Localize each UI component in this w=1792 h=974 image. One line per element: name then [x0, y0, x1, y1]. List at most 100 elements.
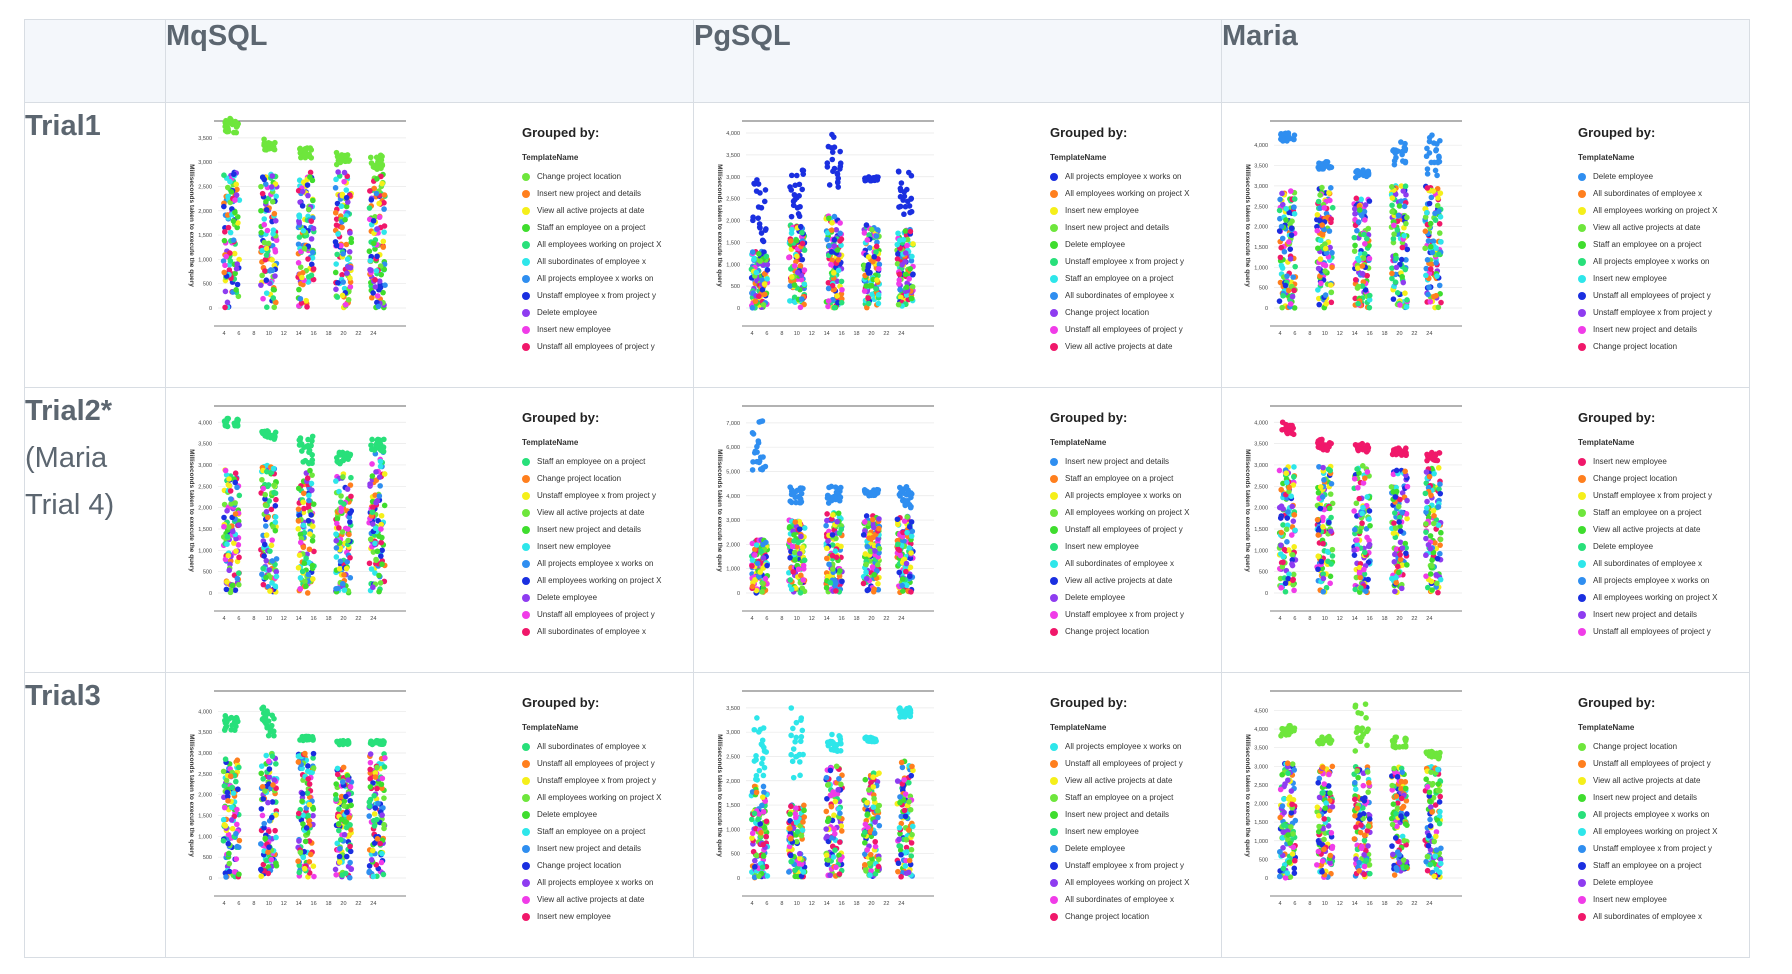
data-point [272, 218, 279, 224]
legend-item: Staff an employee on a project [522, 453, 692, 470]
data-point [870, 524, 877, 531]
y-tick-label: 3,500 [726, 153, 740, 159]
data-point [343, 793, 349, 800]
data-point [832, 548, 839, 554]
data-point [309, 562, 316, 569]
data-point [1402, 468, 1408, 475]
data-point [303, 555, 309, 562]
data-point [261, 239, 268, 246]
data-point [263, 857, 270, 864]
outlier-point [303, 443, 310, 450]
data-point [1318, 280, 1324, 287]
data-point [297, 539, 304, 546]
data-point [221, 237, 228, 244]
data-point [379, 547, 385, 554]
data-point [230, 237, 237, 243]
outlier-point [368, 446, 375, 453]
y-tick-label: 2,500 [198, 484, 212, 490]
data-point [1392, 279, 1399, 285]
data-point [295, 259, 302, 266]
data-point [900, 588, 906, 594]
y-tick-label: 0 [737, 591, 740, 597]
data-point [1434, 580, 1440, 587]
data-point [1314, 223, 1320, 230]
data-point [1284, 515, 1291, 521]
legend-swatch [1050, 223, 1058, 232]
data-point [271, 482, 277, 489]
data-point [1436, 220, 1443, 227]
data-point [1393, 546, 1400, 552]
y-tick-label: 2,000 [1254, 506, 1268, 512]
data-point [872, 548, 878, 554]
outlier-point [755, 215, 762, 221]
data-point [1319, 494, 1326, 500]
data-point [823, 522, 829, 529]
data-point [336, 827, 342, 834]
data-point [221, 804, 228, 811]
x-tick-label: 24 [898, 331, 904, 337]
x-tick-label: 6 [237, 331, 240, 337]
outlier-point [787, 184, 793, 190]
data-point [1429, 562, 1435, 569]
data-point [305, 256, 311, 262]
x-tick-label: 12 [1337, 331, 1343, 337]
outlier-point [1328, 440, 1334, 447]
data-point [829, 542, 836, 548]
scatter-chart: Milliseconds taken to execute the query0… [1244, 120, 1462, 337]
data-point [373, 499, 379, 506]
data-point [366, 560, 373, 567]
data-point [1430, 520, 1437, 527]
data-point [839, 286, 845, 293]
data-point [258, 866, 264, 873]
data-point [264, 514, 271, 521]
legend-item: Unstaff all employees of project y [522, 338, 692, 355]
chart-legend: Grouped by: TemplateName Staff an employee… [522, 410, 692, 640]
data-point [835, 510, 842, 517]
data-point [273, 834, 279, 841]
data-point [1435, 504, 1442, 510]
row-label: Trial1 [25, 110, 101, 142]
data-point [263, 468, 270, 475]
data-point [222, 262, 228, 269]
legend-label: Unstaff employee x from project y [1593, 308, 1713, 317]
x-tick-label: 14 [824, 616, 830, 622]
data-point [1391, 520, 1397, 526]
x-tick-label: 20 [1396, 616, 1402, 622]
data-point [344, 256, 351, 263]
data-point [226, 267, 233, 273]
data-point [1429, 249, 1436, 256]
data-point [1398, 183, 1405, 189]
data-point [899, 261, 905, 268]
legend-label: All employees working on project X [537, 576, 662, 585]
data-point [296, 212, 303, 219]
data-point [1422, 245, 1428, 252]
data-point [831, 304, 838, 311]
data-point [895, 541, 901, 548]
legend-label: Insert new project and details [1065, 457, 1170, 466]
data-point [301, 865, 308, 872]
data-point [220, 816, 227, 823]
row-label: Trial2* [25, 395, 113, 427]
data-point [764, 562, 770, 569]
y-tick-label: 4,000 [1254, 143, 1268, 149]
data-point [268, 542, 275, 549]
chart-cell: Milliseconds taken to execute the query 0… [693, 387, 1222, 673]
data-point [378, 521, 385, 528]
outlier-point [261, 718, 268, 725]
data-point [332, 866, 339, 873]
data-point [347, 859, 353, 866]
data-point [1437, 238, 1444, 245]
data-point [306, 781, 313, 787]
outlier-point [898, 180, 905, 186]
legend-swatch [522, 206, 530, 215]
outlier-point [792, 182, 799, 189]
data-point [1287, 188, 1294, 194]
data-point [339, 580, 346, 587]
data-point [296, 219, 303, 226]
data-point [863, 283, 869, 289]
y-tick-label: 3,000 [198, 463, 212, 469]
data-point [225, 840, 232, 847]
data-point [838, 242, 844, 249]
data-point [345, 526, 351, 532]
data-point [309, 249, 316, 256]
